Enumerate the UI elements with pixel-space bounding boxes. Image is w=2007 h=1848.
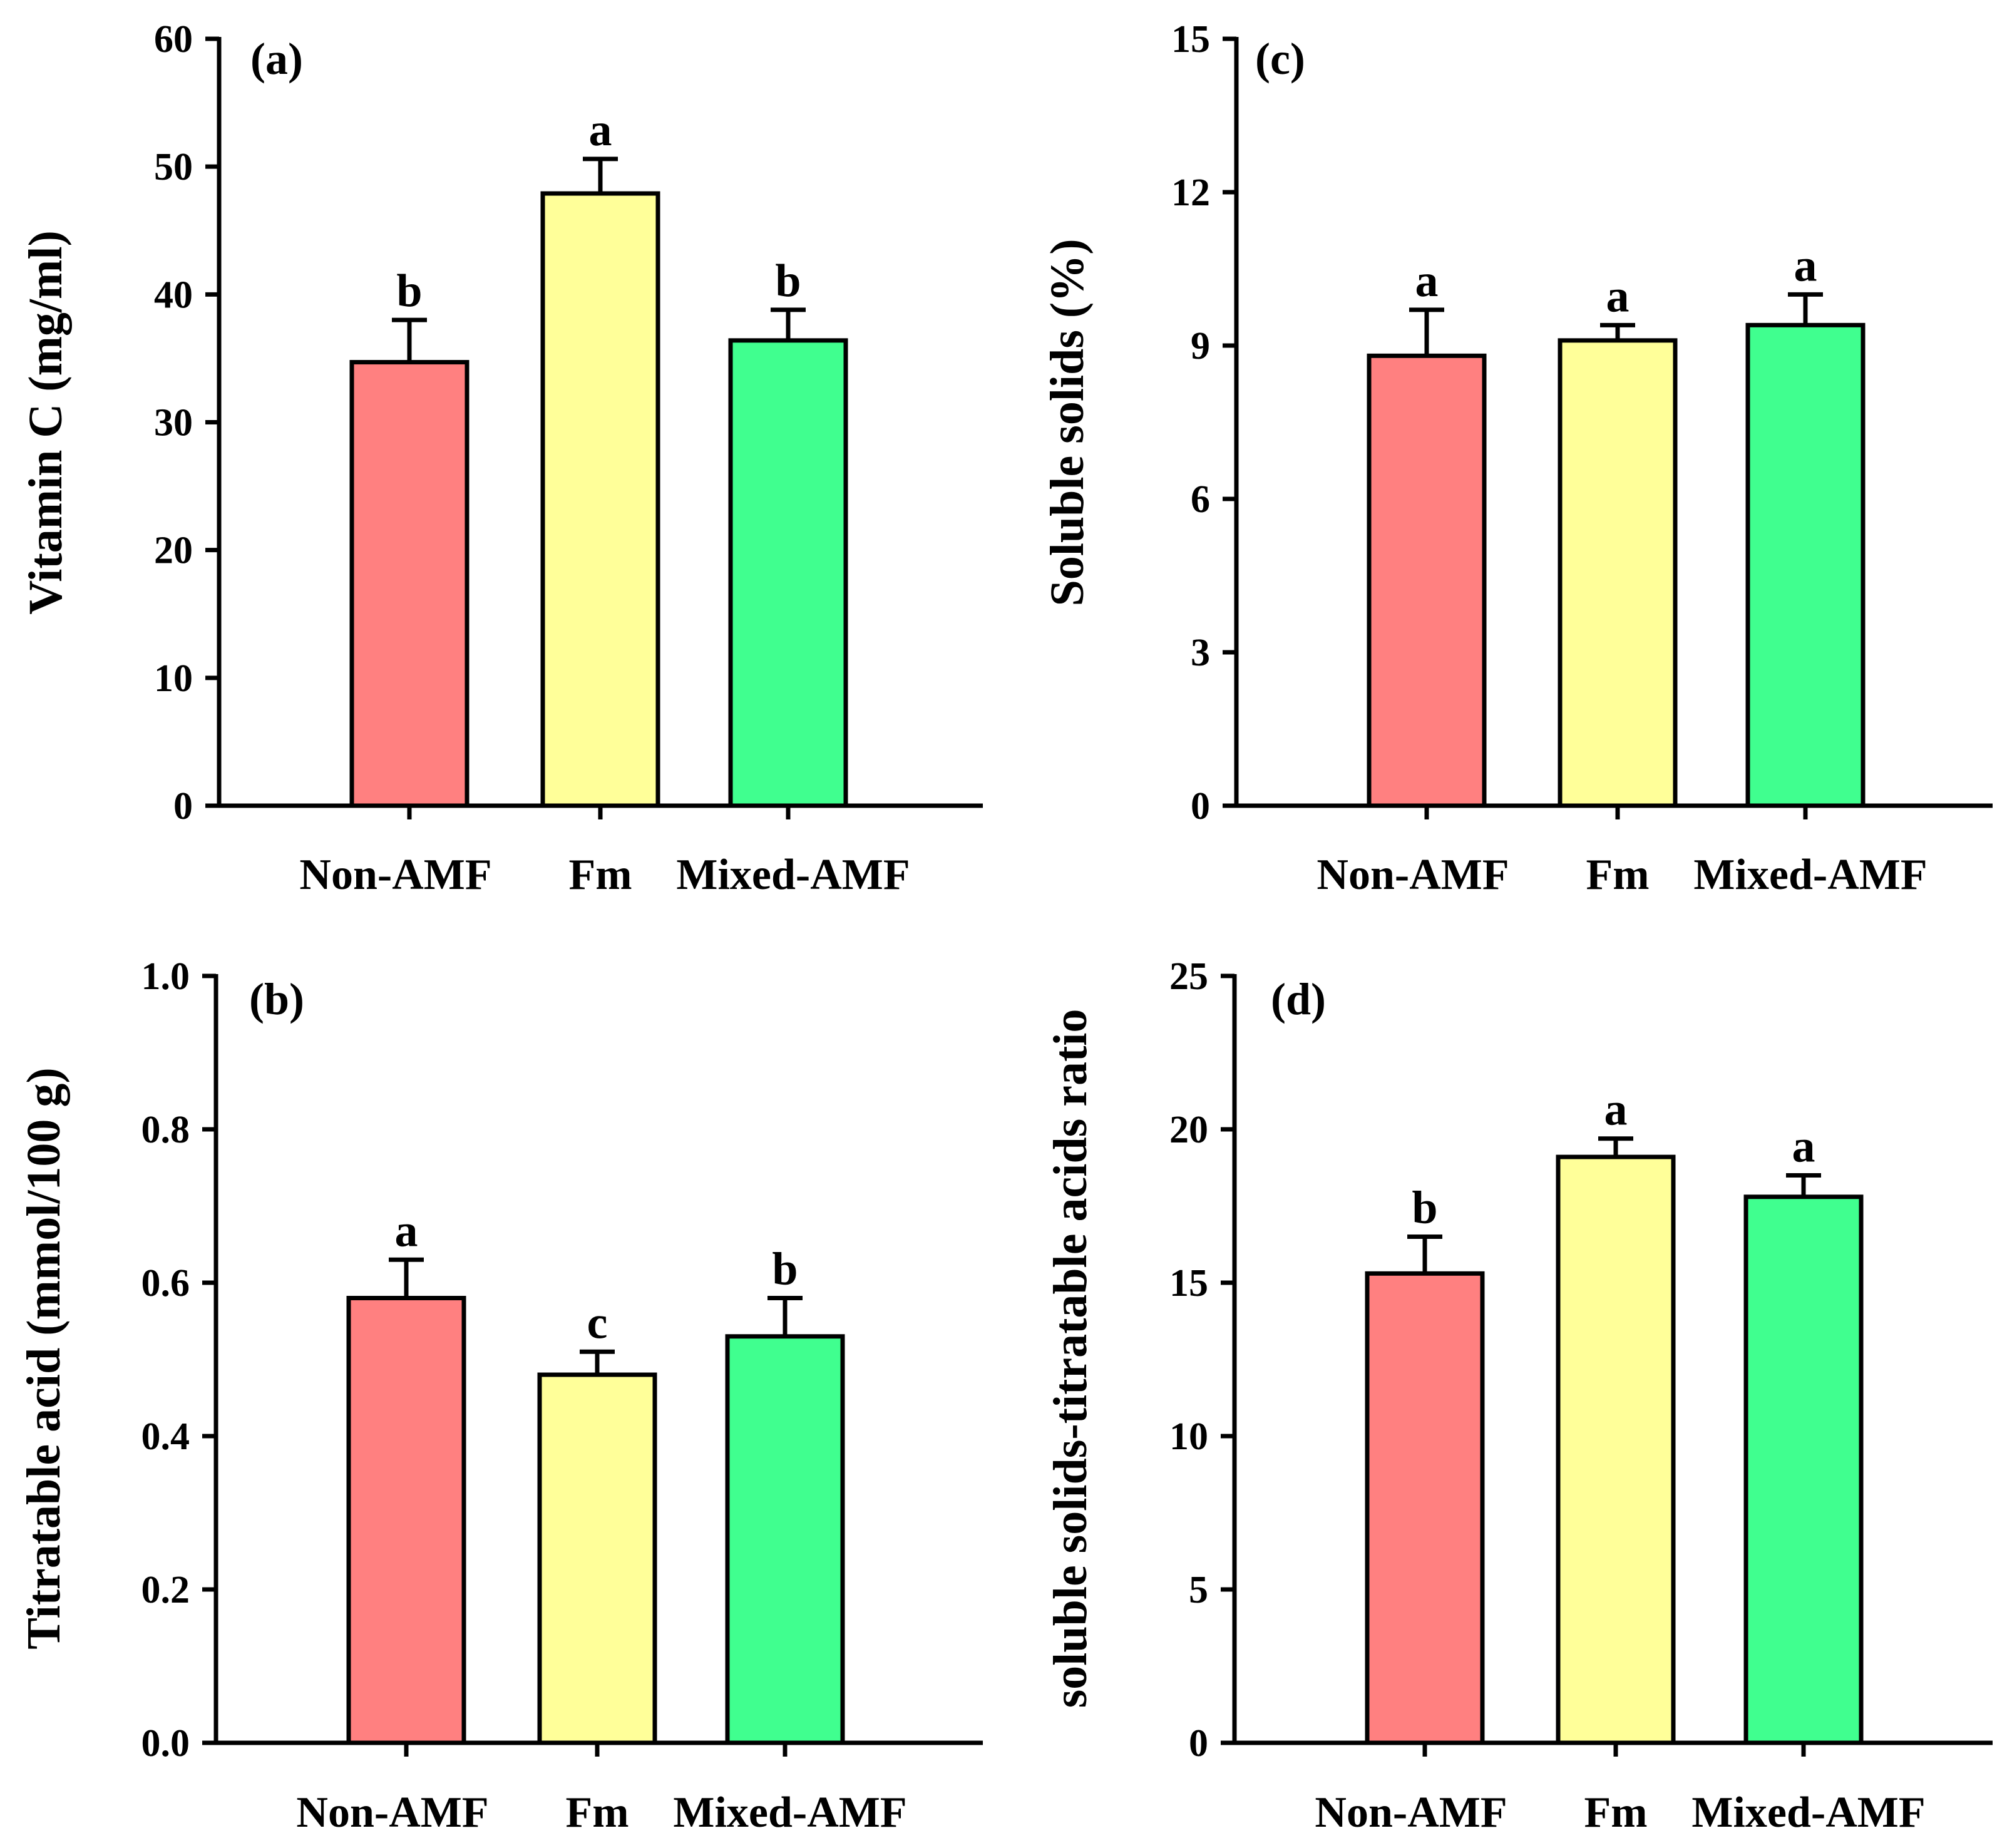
y-axis-title: soluble solids-titratable acids ratio — [1044, 1009, 1097, 1708]
x-tick-label: Non-AMF — [299, 851, 491, 899]
significance-letter: a — [1792, 1121, 1815, 1173]
y-tick-label: 0 — [1189, 1722, 1208, 1765]
y-tick-label: 40 — [154, 274, 193, 316]
y-tick-label: 0 — [173, 785, 193, 828]
y-tick-label: 10 — [1169, 1415, 1208, 1458]
bar-mixed-amf — [1743, 1194, 1864, 1745]
panel-d: 0 5 10 15 20 25 soluble solids-titratable acid… — [1044, 955, 1993, 1837]
y-tick-label: 25 — [1169, 955, 1208, 998]
bar-non-amf — [349, 360, 470, 808]
y-tick-label: 0 — [1191, 785, 1210, 828]
panel-label: (c) — [1255, 34, 1305, 84]
x-tick-label: Fm — [565, 1789, 629, 1837]
significance-letter: b — [775, 255, 801, 307]
y-tick-label: 0.6 — [141, 1262, 190, 1305]
y-tick-label: 0.0 — [141, 1722, 190, 1765]
panel-b: 0.0 0.2 0.4 0.6 0.8 1.0 Titratable acid (mmol/… — [18, 955, 983, 1837]
y-axis-title: Titratable acid (mmol/100 g) — [18, 1067, 70, 1649]
bar-fm — [537, 1372, 657, 1745]
significance-letter: c — [587, 1297, 608, 1348]
x-tick-label: Fm — [568, 851, 632, 899]
y-tick-label: 60 — [154, 18, 193, 61]
y-tick-label: 15 — [1169, 1262, 1208, 1305]
bar-mixed-amf — [728, 338, 848, 808]
y-tick-label: 3 — [1191, 632, 1210, 674]
y-tick-label: 20 — [154, 530, 193, 572]
y-tick-label: 9 — [1191, 325, 1210, 367]
bar-fm — [540, 191, 660, 808]
y-tick-label: 50 — [154, 146, 193, 188]
significance-letter: a — [1604, 1084, 1628, 1136]
bar-non-amf — [346, 1296, 466, 1745]
significance-letter: a — [1794, 240, 1817, 291]
y-axis-title: Vitamin C (mg/ml) — [19, 230, 72, 615]
y-tick-label: 0.4 — [141, 1415, 190, 1458]
x-tick-label: Fm — [1584, 1789, 1647, 1837]
significance-letter: a — [589, 105, 612, 156]
significance-letter: a — [395, 1205, 418, 1256]
bar-non-amf — [1367, 353, 1487, 808]
x-tick-label: Non-AMF — [1315, 1789, 1507, 1837]
y-tick-label: 0.8 — [141, 1109, 190, 1151]
y-tick-label: 20 — [1169, 1109, 1208, 1151]
y-tick-label: 10 — [154, 657, 193, 700]
x-tick-label: Non-AMF — [296, 1789, 488, 1837]
bar-fm — [1556, 1154, 1676, 1745]
y-axis-title: Soluble solids (%) — [1041, 239, 1094, 606]
panel-c: 0 3 6 9 12 15 Soluble solids (%) (c) a Non-AMF a Fm… — [1041, 18, 1993, 899]
y-tick-label: 1.0 — [141, 955, 190, 998]
y-tick-label: 15 — [1171, 18, 1210, 61]
y-tick-label: 6 — [1191, 478, 1210, 521]
x-tick-label: Fm — [1586, 851, 1649, 899]
significance-letter: b — [1412, 1183, 1437, 1234]
y-tick-label: 0.2 — [141, 1569, 190, 1611]
y-tick-label: 30 — [154, 402, 193, 444]
significance-letter: a — [1606, 270, 1630, 322]
x-tick-label: Mixed-AMF — [1691, 1789, 1925, 1837]
x-tick-label: Non-AMF — [1317, 851, 1509, 899]
significance-letter: b — [396, 265, 422, 317]
significance-letter: a — [1415, 255, 1439, 307]
significance-letter: b — [772, 1244, 798, 1295]
y-tick-label: 12 — [1171, 172, 1210, 214]
x-tick-label: Mixed-AMF — [673, 1789, 906, 1837]
panel-label: (a) — [250, 34, 303, 84]
panel-a: 0 10 20 30 40 50 60 Vitamin C (mg/ml) (a) b Non-AM… — [19, 18, 983, 899]
bar-mixed-amf — [1745, 322, 1866, 808]
bar-non-amf — [1365, 1271, 1485, 1745]
x-tick-label: Mixed-AMF — [676, 851, 910, 899]
bar-fm — [1558, 338, 1678, 808]
y-tick-label: 5 — [1189, 1569, 1208, 1611]
panel-label: (d) — [1271, 974, 1326, 1024]
x-tick-label: Mixed-AMF — [1693, 851, 1927, 899]
panel-label: (b) — [249, 974, 304, 1024]
bar-mixed-amf — [725, 1334, 845, 1745]
